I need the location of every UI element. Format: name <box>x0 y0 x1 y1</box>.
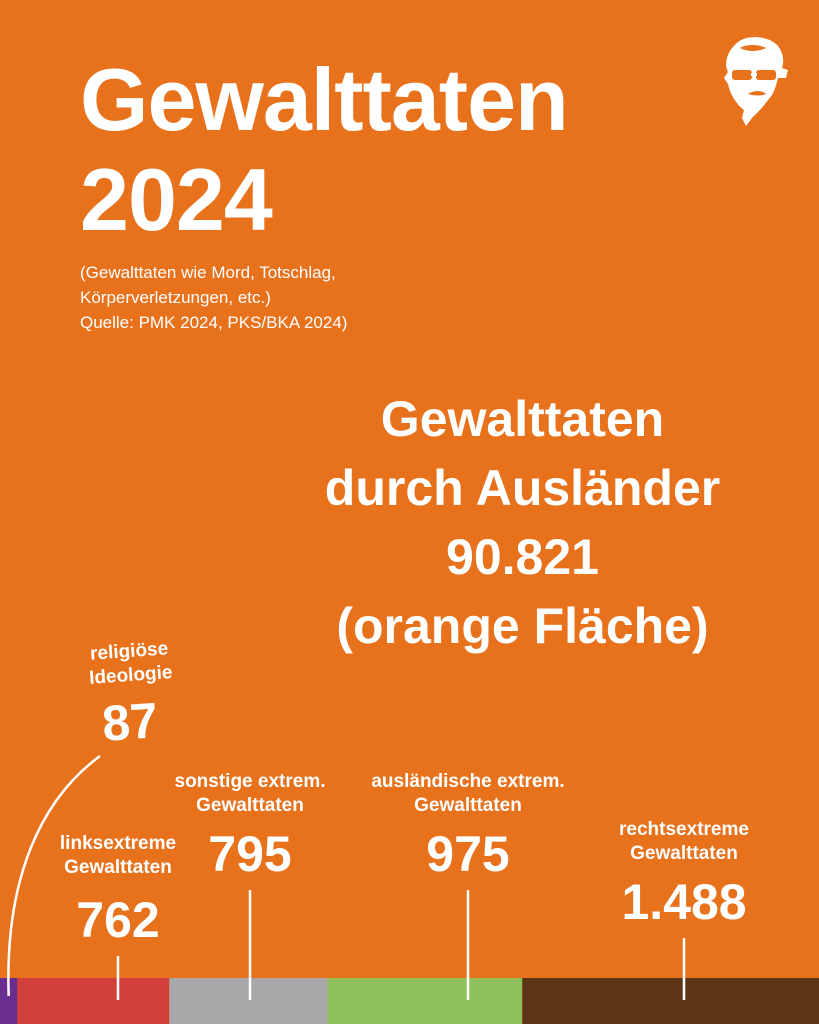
category-value: 795 <box>208 826 292 882</box>
category-label: rechtsextreme Gewalttaten <box>589 818 779 866</box>
source-note: (Gewalttaten wie Mord, Totschlag, Körper… <box>80 260 400 335</box>
bar-segment-4 <box>327 978 523 1024</box>
callout-note: (orange Fläche) <box>336 598 709 654</box>
category-label-line-2: Gewalttaten <box>630 843 738 864</box>
category-label-line-1: rechtsextreme <box>619 819 749 840</box>
bearded-man-logo-icon <box>724 37 788 126</box>
foreigner-violence-callout: Gewalttaten durch Ausländer 90.821 (oran… <box>300 385 745 661</box>
category-label-line-2: Gewalttaten <box>64 857 172 878</box>
category-value: 762 <box>76 892 160 948</box>
connector-line <box>7 754 101 997</box>
title-line-1: Gewalttaten <box>80 50 569 149</box>
category-value: 975 <box>426 826 510 882</box>
category-label-line-1: ausländische extrem. <box>371 771 565 792</box>
bar-segment-5 <box>522 978 819 1024</box>
callout-value: 90.821 <box>446 529 599 585</box>
category-label-line-2: Gewalttaten <box>414 795 522 816</box>
bar-segment-3 <box>169 978 328 1024</box>
callout-line-2: durch Ausländer <box>324 460 721 516</box>
category-label-line-1: linksextreme <box>59 833 177 854</box>
bar-segment-1 <box>0 978 18 1024</box>
source-note-line-2: Körperverletzungen, etc.) <box>80 288 271 307</box>
category-value: 1.488 <box>621 874 747 930</box>
category-label: religiöse Ideologie <box>58 635 201 693</box>
source-note-line-1: (Gewalttaten wie Mord, Totschlag, <box>80 263 336 282</box>
bar-segment-2 <box>17 978 170 1024</box>
category-label-line-2: Gewalttaten <box>196 795 304 816</box>
source-note-line-3: Quelle: PMK 2024, PKS/BKA 2024) <box>80 313 348 332</box>
category-label: ausländische extrem. Gewalttaten <box>358 770 578 818</box>
category-label: linksextreme Gewalttaten <box>43 832 193 880</box>
category-label: sonstige extrem. Gewalttaten <box>155 770 345 818</box>
callout-line-1: Gewalttaten <box>380 391 665 447</box>
category-label-line-1: sonstige extrem. <box>174 771 326 792</box>
title-line-2: 2024 <box>80 150 273 249</box>
page-title: Gewalttaten 2024 <box>80 50 569 250</box>
